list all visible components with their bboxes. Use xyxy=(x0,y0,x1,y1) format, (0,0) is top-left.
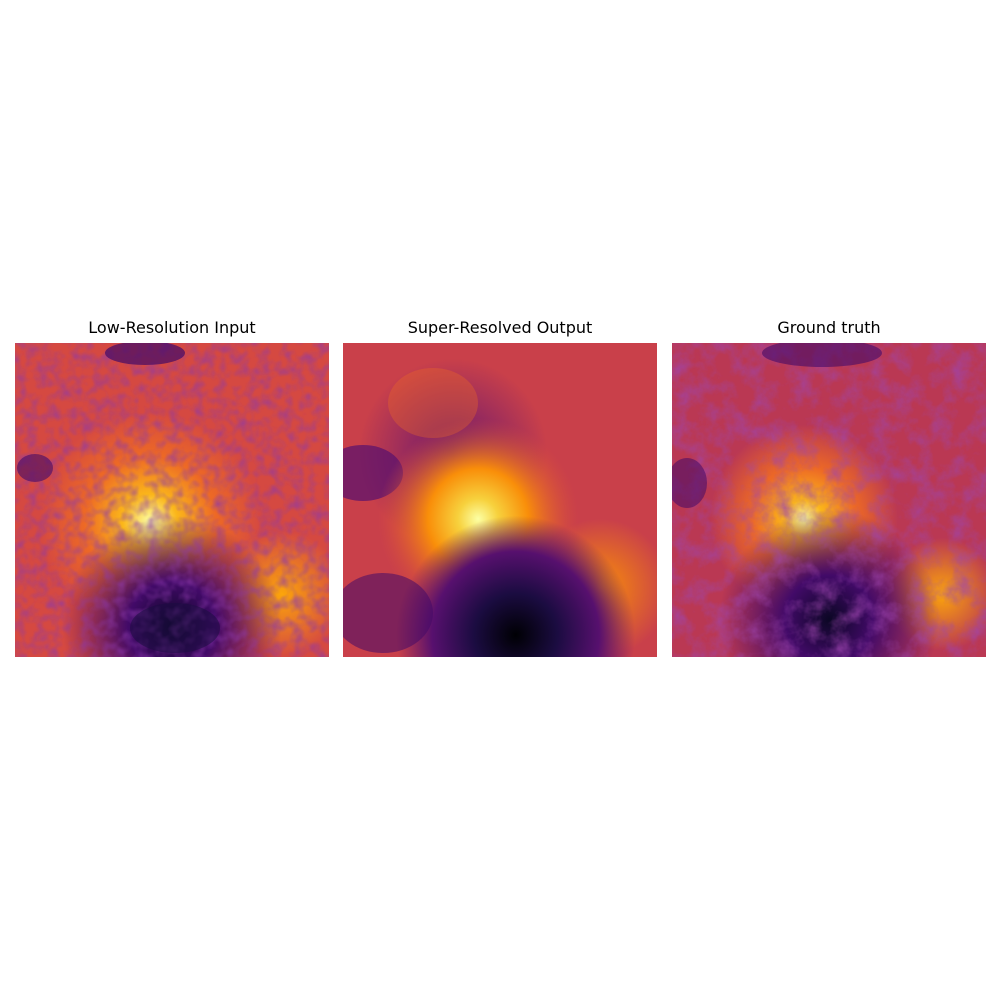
low-resolution-heatmap xyxy=(15,343,329,657)
panel-title: Low-Resolution Input xyxy=(88,318,256,337)
panel-title: Ground truth xyxy=(777,318,881,337)
ground-truth-heatmap xyxy=(672,343,986,657)
super-resolved-heatmap xyxy=(343,343,657,657)
panel-title: Super-Resolved Output xyxy=(407,318,593,337)
